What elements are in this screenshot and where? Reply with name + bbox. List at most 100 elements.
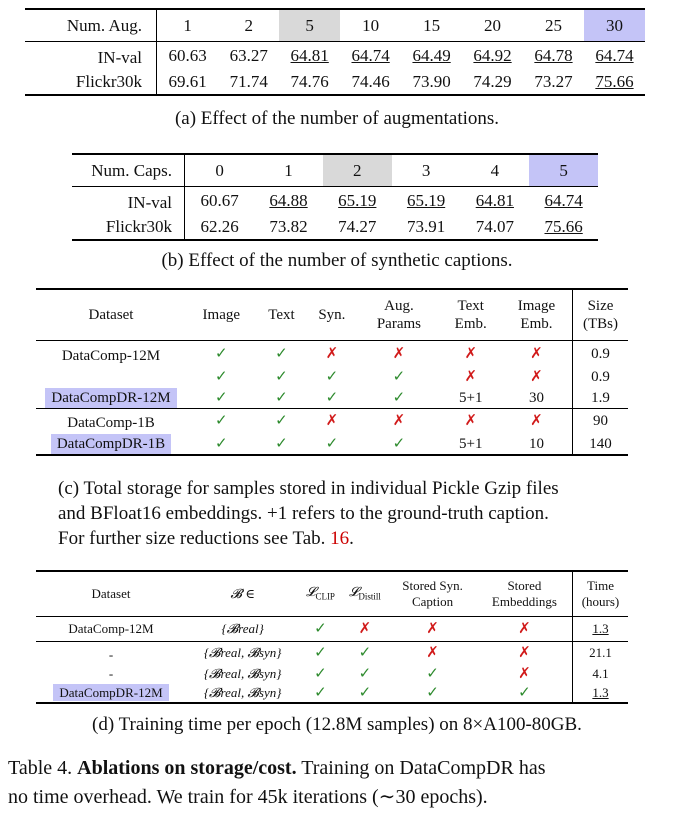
batch-set: {𝓑real} <box>186 616 300 642</box>
check-icon: ✓ <box>275 413 288 429</box>
dataset-name: - <box>108 646 114 662</box>
caption-b: (b) Effect of the number of synthetic ca… <box>161 250 513 271</box>
check-icon: ✓ <box>426 665 439 682</box>
header-syn: Syn. <box>306 288 358 341</box>
check-icon: ✓ <box>275 368 288 385</box>
caption-c-end: . <box>349 528 354 549</box>
header-label: Num. Aug. <box>25 8 157 42</box>
dataset-name: DataComp-12M <box>36 616 186 642</box>
table-cell: 73.27 <box>523 70 584 96</box>
header-cell: 3 <box>391 153 461 187</box>
check-icon: ✓ <box>214 368 228 385</box>
check-icon: ✓ <box>388 683 477 704</box>
check-icon: ✓ <box>476 683 573 704</box>
table-caption: Table 4. Ablations on storage/cost. Trai… <box>8 754 546 812</box>
caption-d: (d) Training time per epoch (12.8M sampl… <box>92 714 582 735</box>
table-captions: Num. Caps. 0 1 2 3 4 5 IN-val 60.67 64.8… <box>72 153 598 241</box>
caption-c-line-2: and BFloat16 embeddings. +1 refers to th… <box>58 503 549 524</box>
caption-a: (a) Effect of the number of augmentation… <box>174 108 500 129</box>
header-cell: 0 <box>184 153 255 187</box>
size-value: 1.9 <box>572 387 628 409</box>
image-emb-value: 10 <box>500 433 573 456</box>
table-cell: 65.19 <box>338 191 377 210</box>
cross-icon: ✗ <box>464 345 478 362</box>
size-value: 90 <box>593 413 608 429</box>
table-cell: 74.76 <box>279 70 341 96</box>
table-cell: 64.92 <box>473 46 512 65</box>
header-stored-embeddings: Stored Embeddings <box>476 570 573 617</box>
check-icon: ✓ <box>306 433 358 456</box>
header-aug-params: Aug. Params <box>357 288 441 341</box>
size-value: 0.9 <box>591 368 610 385</box>
table-cell: 64.49 <box>412 46 451 65</box>
table-number: Table 4. <box>8 757 73 779</box>
check-icon: ✓ <box>256 387 307 409</box>
dataset-name-highlight: DataCompDR-1B <box>36 433 186 456</box>
header-text-emb: Text Emb. <box>440 288 501 341</box>
row-label: Flickr30k <box>72 215 185 241</box>
header-image-emb: Image Emb. <box>500 288 573 341</box>
caption-c-line-1: (c) Total storage for samples stored in … <box>58 478 559 499</box>
header-loss-clip: 𝓛CLIP <box>299 570 342 617</box>
dataset-name: DataComp-1B <box>67 414 155 431</box>
cross-icon: ✗ <box>392 413 406 429</box>
table-ref-link[interactable]: 16 <box>330 528 350 549</box>
check-icon: ✓ <box>314 645 327 661</box>
highlight-chip: DataCompDR-12M <box>45 387 177 408</box>
header-cell-highlight: 30 <box>583 8 645 42</box>
header-cell: 2 <box>218 8 280 42</box>
header-size: Size (TBs) <box>572 288 628 341</box>
table-cell: 73.82 <box>254 215 323 241</box>
batch-set: {𝓑real, 𝓑syn} <box>203 665 282 681</box>
table-cell: 64.74 <box>544 191 583 210</box>
table-cell: 75.66 <box>583 70 645 96</box>
header-stored-syn-caption: Stored Syn. Caption <box>388 570 477 617</box>
check-icon: ✓ <box>186 387 257 409</box>
time-value: 4.1 <box>592 665 609 681</box>
table-cell: 64.88 <box>269 191 308 210</box>
row-label: IN-val <box>25 41 157 70</box>
table-storage: Dataset Image Text Syn. Aug. Params Text E… <box>36 288 628 456</box>
check-icon: ✓ <box>306 387 358 409</box>
header-cell: 20 <box>462 8 524 42</box>
check-icon: ✓ <box>275 345 288 362</box>
check-icon: ✓ <box>357 387 441 409</box>
row-label: Flickr30k <box>25 70 157 96</box>
cross-icon: ✗ <box>325 413 339 429</box>
table-cell: 74.46 <box>340 70 402 96</box>
size-value: 140 <box>572 433 628 456</box>
text-emb-value: 5+1 <box>440 433 501 456</box>
table-cell: 73.90 <box>401 70 463 96</box>
header-label: Num. Caps. <box>72 153 185 187</box>
row-label: IN-val <box>72 186 185 215</box>
header-loss-distill: 𝓛Distill <box>341 570 389 617</box>
header-cell: 25 <box>523 8 584 42</box>
header-cell: 1 <box>156 8 219 42</box>
time-value: 1.3 <box>572 683 628 704</box>
dataset-name-highlight: DataCompDR-12M <box>36 387 186 409</box>
caption-c: (c) Total storage for samples stored in … <box>58 476 559 551</box>
cross-icon: ✗ <box>476 641 573 664</box>
header-cell: 1 <box>254 153 323 187</box>
check-icon: ✓ <box>358 645 372 661</box>
table-cell: 63.27 <box>229 46 268 65</box>
check-icon: ✓ <box>358 665 372 682</box>
header-time: Time (hours) <box>572 570 628 617</box>
cross-icon: ✗ <box>388 616 477 642</box>
cross-icon: ✗ <box>426 645 439 661</box>
check-icon: ✓ <box>392 368 406 385</box>
size-value: 0.9 <box>591 345 610 362</box>
header-dataset: Dataset <box>36 570 186 617</box>
cross-icon: ✗ <box>476 664 573 683</box>
cross-icon: ✗ <box>464 368 478 385</box>
table-caption-line-2: no time overhead. We train for 45k itera… <box>8 786 488 808</box>
time-value: 21.1 <box>589 645 612 660</box>
header-cell: 4 <box>460 153 530 187</box>
header-text: Text <box>256 288 307 341</box>
table-cell: 74.07 <box>460 215 530 241</box>
header-batch-set: 𝓑 ∈ <box>186 570 300 617</box>
check-icon: ✓ <box>214 413 228 429</box>
check-icon: ✓ <box>299 616 342 642</box>
table-cell: 75.66 <box>529 215 598 241</box>
header-dataset: Dataset <box>36 288 186 341</box>
